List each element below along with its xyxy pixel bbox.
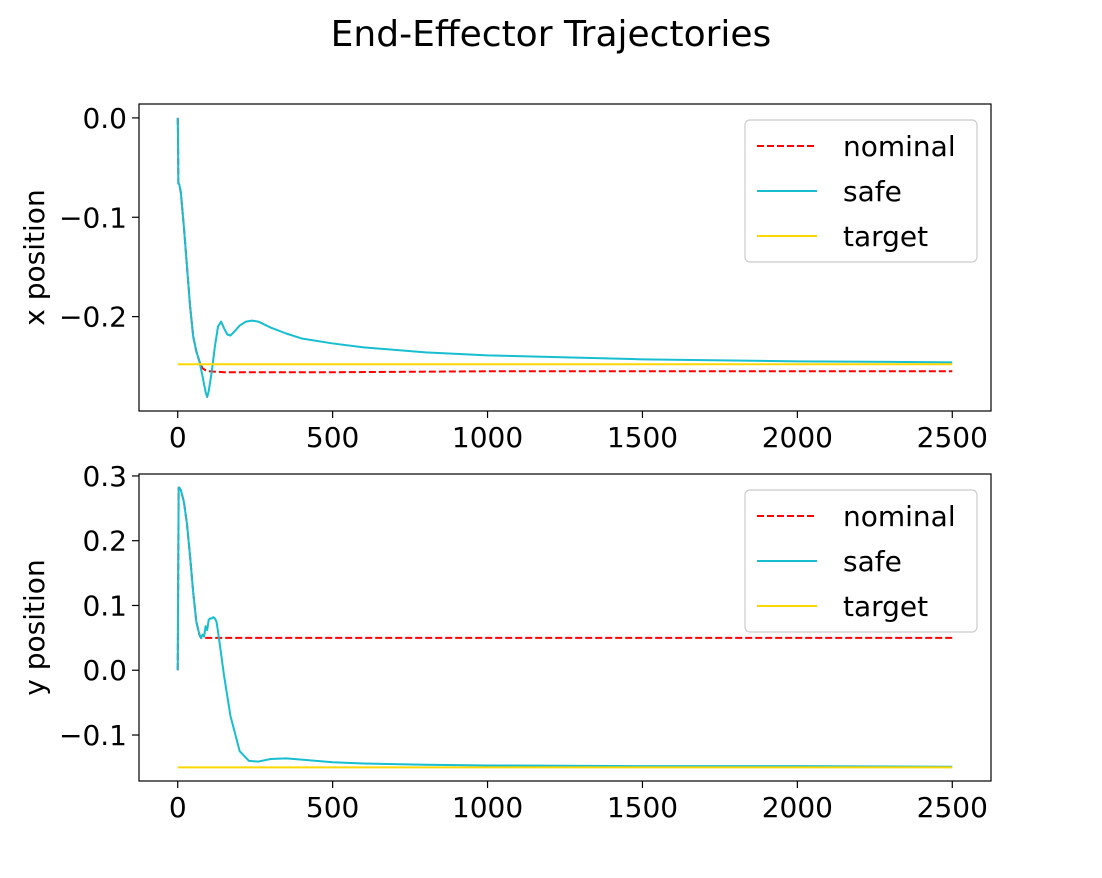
series-line-safe bbox=[176, 117, 953, 399]
x-tick-label: 1500 bbox=[607, 421, 678, 454]
x-tick-label: 2000 bbox=[762, 791, 833, 824]
legend-box bbox=[744, 119, 978, 263]
legend-label-safe: safe bbox=[843, 175, 902, 208]
y-position-axes: 0 500 1000 1500 2000 2500 0.3 0.2 0.1 0.0 −0.1y po… bbox=[18, 460, 992, 824]
figure-title: End-Effector Trajectories bbox=[331, 14, 772, 55]
x-tick-label: 0 bbox=[169, 791, 187, 824]
x-position-axes: 0 500 1000 1500 2000 2500 0.0 −0.1 −0.2x positio… bbox=[18, 102, 992, 454]
legend-box bbox=[744, 489, 978, 633]
y-tick-label: 0.0 bbox=[82, 654, 127, 687]
y-axis-label: x position bbox=[18, 189, 51, 325]
y-tick-label: −0.2 bbox=[59, 301, 127, 334]
x-tick-label: 500 bbox=[306, 791, 359, 824]
legend-label-nominal: nominal bbox=[843, 130, 956, 163]
legend-label-target: target bbox=[843, 590, 928, 623]
x-tick-label: 2500 bbox=[917, 421, 988, 454]
y-tick-label: 0.3 bbox=[82, 460, 127, 493]
y-tick-label: 0.0 bbox=[82, 102, 127, 135]
x-tick-label: 1500 bbox=[607, 791, 678, 824]
y-axis-label: y position bbox=[18, 559, 51, 695]
axes-frame bbox=[138, 103, 992, 412]
x-tick-label: 1000 bbox=[452, 791, 523, 824]
series-line-safe bbox=[176, 486, 953, 768]
legend-label-safe: safe bbox=[843, 545, 902, 578]
x-tick-label: 2500 bbox=[917, 791, 988, 824]
x-tick-label: 500 bbox=[306, 421, 359, 454]
legend-label-target: target bbox=[843, 220, 928, 253]
legend-label-nominal: nominal bbox=[843, 500, 956, 533]
legend: nominal safe target bbox=[744, 489, 978, 633]
legend: nominal safe target bbox=[744, 119, 978, 263]
axes-frame bbox=[138, 473, 992, 782]
y-tick-label: −0.1 bbox=[59, 201, 127, 234]
y-tick-label: 0.2 bbox=[82, 525, 127, 558]
x-tick-label: 0 bbox=[169, 421, 187, 454]
x-tick-label: 2000 bbox=[762, 421, 833, 454]
y-tick-label: −0.1 bbox=[59, 719, 127, 752]
x-tick-label: 1000 bbox=[452, 421, 523, 454]
y-tick-label: 0.1 bbox=[82, 589, 127, 622]
